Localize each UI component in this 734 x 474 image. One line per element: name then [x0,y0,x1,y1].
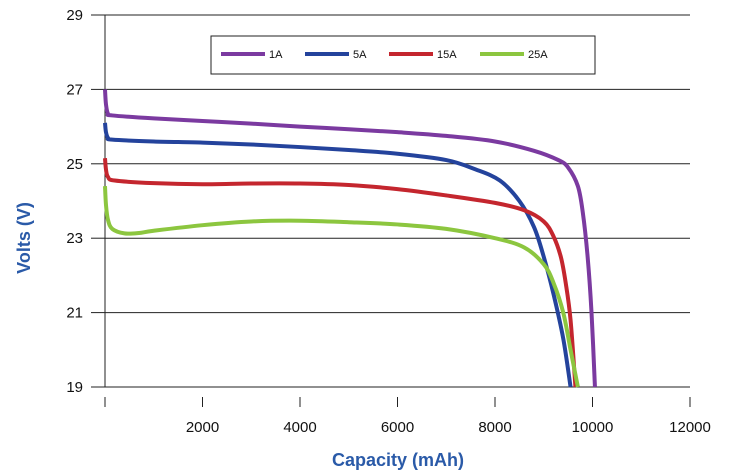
series-lines [103,89,597,388]
x-tick-label-12000: 12000 [669,419,711,436]
series-line-1A [103,89,597,388]
x-tick-label-10000: 10000 [572,419,614,436]
y-tick-label-29: 29 [66,7,83,24]
x-tick-label-6000: 6000 [381,419,414,436]
x-tick-label-2000: 2000 [186,419,219,436]
series-line-15A [103,158,578,388]
y-tick-label-23: 23 [66,230,83,247]
y-tick-label-25: 25 [66,156,83,173]
ticks: 19 21 23 25 27 29 2000 4000 6000 8000 10000 12000 [66,7,711,436]
gridlines [105,14,690,388]
x-tick-label-8000: 8000 [478,419,511,436]
legend-label-1A: 1A [269,49,283,61]
legend-label-25A: 25A [528,49,548,61]
x-axis-title: Capacity (mAh) [332,450,464,470]
series-line-5A [103,122,573,388]
legend: 1A 5A 15A 25A [210,35,596,75]
legend-label-5A: 5A [353,49,367,61]
series-line-25A [103,186,580,388]
y-axis-title: Volts (V) [14,202,34,274]
x-tick-label-4000: 4000 [283,419,316,436]
legend-label-15A: 15A [437,49,457,61]
y-tick-label-21: 21 [66,305,83,322]
y-tick-label-19: 19 [66,379,83,396]
y-tick-label-27: 27 [66,81,83,98]
